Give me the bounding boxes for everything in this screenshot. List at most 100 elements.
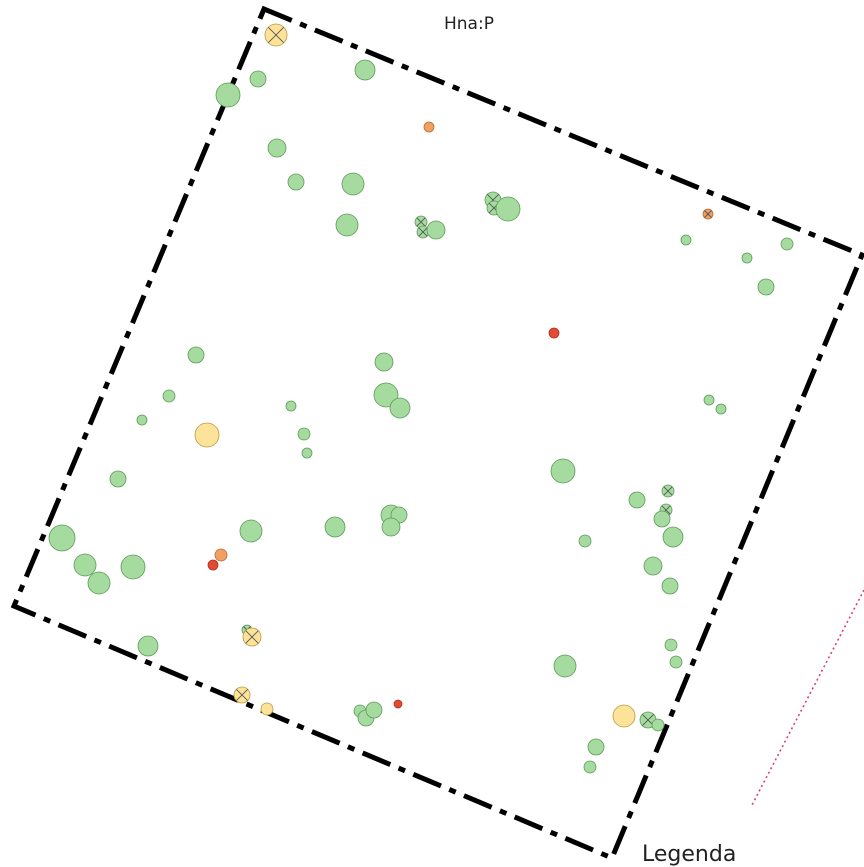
tree-marker xyxy=(287,173,305,191)
tree-point xyxy=(87,571,111,595)
tree-point xyxy=(373,382,399,408)
tree-point-crossed xyxy=(264,23,288,47)
tree-marker xyxy=(354,59,376,81)
cross-mark xyxy=(704,210,712,218)
tree-point xyxy=(267,138,287,158)
tree-point xyxy=(664,638,678,652)
tree-point xyxy=(297,427,311,441)
tree-point xyxy=(780,237,794,251)
tree-point xyxy=(162,389,176,403)
tree-marker xyxy=(669,655,683,669)
tree-marker xyxy=(583,760,597,774)
tree-point xyxy=(48,524,76,552)
tree-marker xyxy=(48,524,76,552)
tree-marker xyxy=(664,638,678,652)
tree-marker xyxy=(423,121,435,133)
tree-marker xyxy=(285,400,297,412)
tree-marker xyxy=(187,346,205,364)
tree-marker xyxy=(137,635,159,657)
tree-marker xyxy=(661,577,679,595)
tree-point-crossed xyxy=(661,484,675,498)
tree-point xyxy=(662,526,684,548)
tree-point xyxy=(207,559,219,571)
tree-point-crossed xyxy=(414,215,428,229)
tree-point xyxy=(643,556,663,576)
cross-mark xyxy=(663,486,673,496)
tree-marker xyxy=(662,526,684,548)
tree-marker xyxy=(365,701,383,719)
tree-point-crossed xyxy=(242,627,262,647)
tree-marker xyxy=(757,278,775,296)
tree-marker xyxy=(612,704,636,728)
tree-point xyxy=(548,327,560,339)
plot-boundary xyxy=(10,5,864,862)
tree-point xyxy=(550,458,576,484)
tree-marker xyxy=(374,352,394,372)
tree-point xyxy=(365,701,383,719)
tree-marker xyxy=(73,553,97,577)
tree-marker xyxy=(550,458,576,484)
tree-point xyxy=(715,403,727,415)
tree-point xyxy=(393,699,403,709)
tree-marker xyxy=(136,414,148,426)
tree-marker xyxy=(162,389,176,403)
tree-point xyxy=(661,577,679,595)
tree-point xyxy=(301,447,313,459)
tree-point xyxy=(287,173,305,191)
tree-marker xyxy=(214,548,228,562)
tree-point xyxy=(587,738,605,756)
tree-point xyxy=(653,510,671,528)
tree-point xyxy=(214,548,228,562)
tree-point xyxy=(260,702,274,716)
tree-marker xyxy=(373,382,399,408)
tree-point xyxy=(73,553,97,577)
tree-marker xyxy=(680,234,692,246)
tree-marker xyxy=(703,394,715,406)
tree-point xyxy=(426,220,446,240)
tree-point-crossed xyxy=(233,686,251,704)
tree-point xyxy=(741,252,753,264)
tree-marker xyxy=(741,252,753,264)
tree-marker xyxy=(393,699,403,709)
tree-point xyxy=(374,352,394,372)
tree-point xyxy=(109,470,127,488)
tree-point xyxy=(628,491,646,509)
tree-point xyxy=(249,70,267,88)
tree-point xyxy=(669,655,683,669)
tree-points xyxy=(48,23,794,774)
tree-marker xyxy=(297,427,311,441)
tree-marker xyxy=(194,422,220,448)
tree-point xyxy=(137,635,159,657)
tree-marker xyxy=(341,172,365,196)
tree-marker xyxy=(651,718,665,732)
tree-marker xyxy=(426,220,446,240)
cross-mark xyxy=(642,714,654,726)
plot-code-label: Hna:P xyxy=(444,14,494,34)
tree-marker xyxy=(301,447,313,459)
tree-point xyxy=(335,213,359,237)
tree-point xyxy=(381,517,401,537)
tree-point xyxy=(239,519,263,543)
tree-point xyxy=(495,196,521,222)
cross-mark xyxy=(236,689,248,701)
tree-point xyxy=(389,397,411,419)
tree-marker xyxy=(239,519,263,543)
tree-marker xyxy=(381,517,401,537)
tree-marker xyxy=(628,491,646,509)
legend-title: Legenda xyxy=(642,842,737,867)
tree-point xyxy=(578,534,592,548)
tree-marker xyxy=(715,403,727,415)
tree-point xyxy=(285,400,297,412)
tree-point xyxy=(341,172,365,196)
tree-marker xyxy=(120,554,146,580)
tree-point xyxy=(120,554,146,580)
tree-point xyxy=(553,654,577,678)
cross-mark xyxy=(418,227,428,237)
tree-point xyxy=(423,121,435,133)
tree-point xyxy=(136,414,148,426)
tree-marker xyxy=(87,571,111,595)
tree-marker xyxy=(548,327,560,339)
tree-point xyxy=(194,422,220,448)
